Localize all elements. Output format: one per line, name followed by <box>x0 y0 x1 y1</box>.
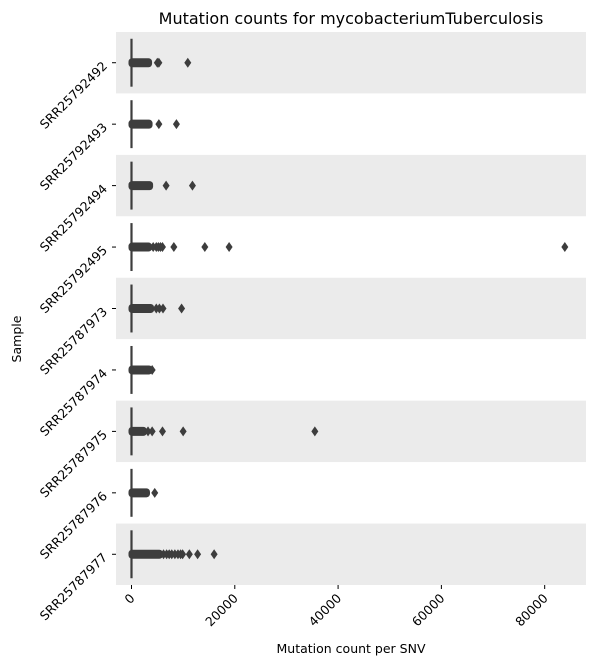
row-band <box>116 32 586 94</box>
outlier-point <box>311 426 319 437</box>
row-band <box>116 400 586 463</box>
box-SRR25792495 <box>128 223 569 272</box>
y-axis: SRR25792492SRR25792493SRR25792494SRR2579… <box>37 58 116 623</box>
box-SRR25787977 <box>128 530 218 579</box>
outlier-point <box>158 242 166 253</box>
outlier-point <box>561 242 569 253</box>
y-axis-label: Sample <box>9 315 24 362</box>
outlier-point <box>184 57 192 68</box>
outlier-cluster <box>128 426 147 436</box>
box-SRR25792494 <box>128 161 196 210</box>
x-axis-label: Mutation count per SNV <box>277 641 426 656</box>
outlier-point <box>201 242 209 253</box>
row-bands <box>116 32 586 585</box>
outlier-point <box>194 549 202 560</box>
outlier-point <box>151 487 159 498</box>
outlier-point <box>185 549 193 560</box>
box-SRR25792492 <box>128 38 192 87</box>
outlier-cluster <box>128 365 153 375</box>
box-SRR25792493 <box>128 100 180 149</box>
x-tick-label: 0 <box>121 590 137 606</box>
box-SRR25787974 <box>128 345 156 394</box>
x-axis: 0 20000 40000 60000 80000 <box>121 585 551 629</box>
box-SRR25787973 <box>128 284 186 333</box>
row-band <box>116 462 586 524</box>
box-SRR25787976 <box>128 468 159 517</box>
row-band <box>116 339 586 401</box>
outlier-cluster <box>128 58 153 68</box>
outlier-cluster <box>128 181 154 191</box>
row-band <box>116 154 586 217</box>
chart-title: Mutation counts for mycobacteriumTubercu… <box>159 9 544 28</box>
outlier-point <box>158 426 166 437</box>
outlier-point <box>178 303 186 314</box>
outlier-point <box>172 119 180 130</box>
outlier-point <box>159 303 167 314</box>
box-SRR25787975 <box>128 407 319 456</box>
box-plots <box>128 38 569 579</box>
outlier-point <box>144 426 152 437</box>
outlier-cluster <box>128 119 153 129</box>
x-tick-label: 20000 <box>202 590 241 629</box>
outlier-point <box>148 426 156 437</box>
outlier-point <box>148 364 156 375</box>
outlier-point <box>155 303 163 314</box>
outlier-point <box>170 242 178 253</box>
outlier-point <box>179 549 187 560</box>
row-band <box>116 93 586 155</box>
outlier-point <box>225 242 233 253</box>
x-tick-label: 80000 <box>512 590 551 629</box>
outlier-point <box>188 180 196 191</box>
outlier-point <box>210 549 218 560</box>
outlier-cluster <box>128 304 155 313</box>
x-tick-label: 40000 <box>305 590 344 629</box>
outlier-point <box>155 119 163 130</box>
outlier-cluster <box>128 488 150 498</box>
outlier-point <box>155 57 163 68</box>
outlier-point <box>179 426 187 437</box>
row-band <box>116 277 586 340</box>
row-band <box>116 216 586 278</box>
outlier-cluster <box>128 242 153 252</box>
x-tick-label: 60000 <box>409 590 448 629</box>
outlier-point <box>162 180 170 191</box>
outlier-cluster <box>128 549 163 559</box>
